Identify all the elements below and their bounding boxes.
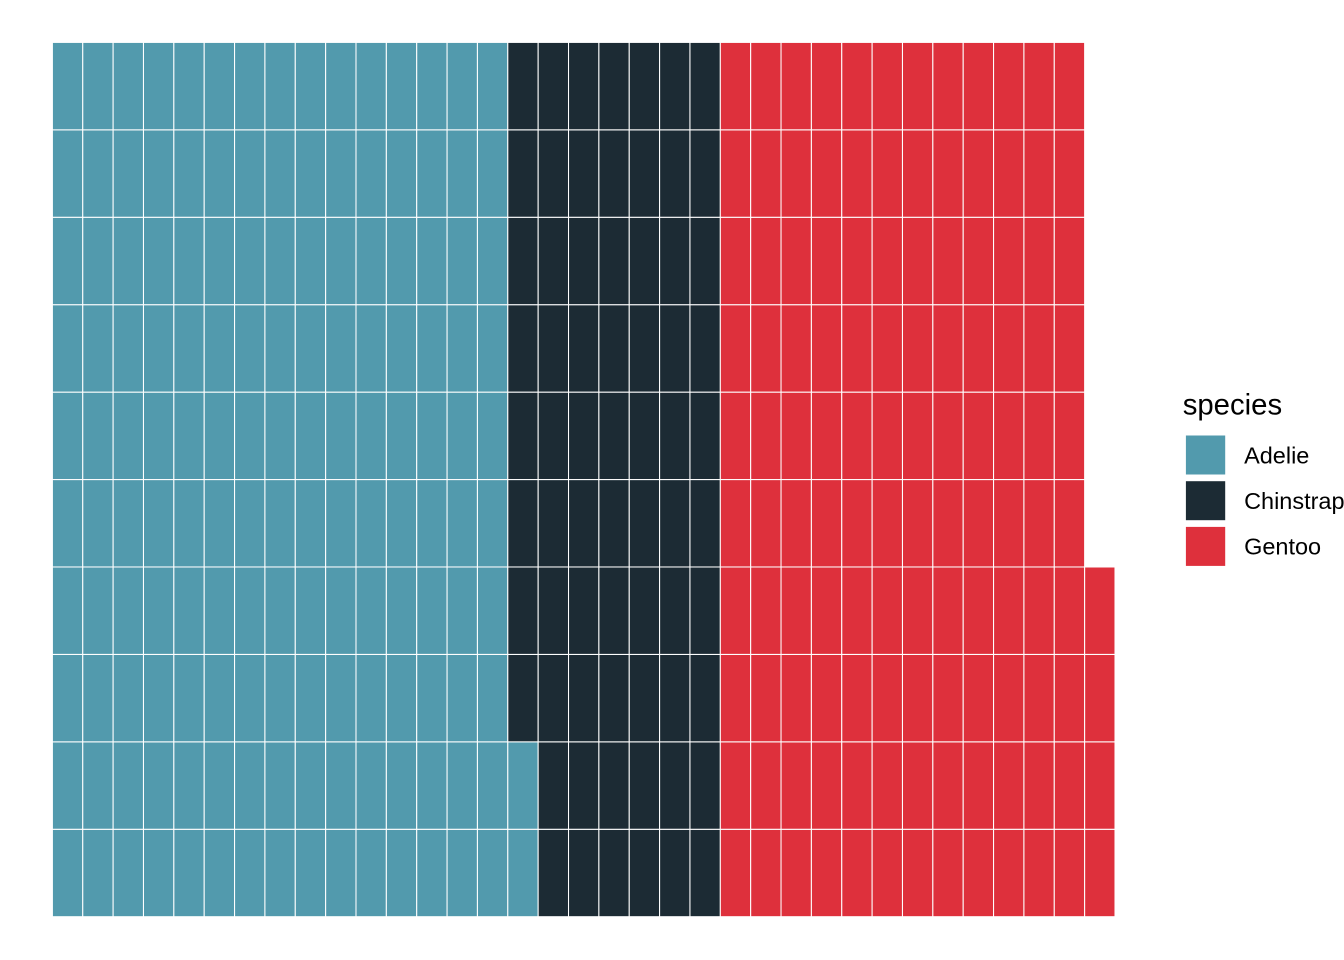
svg-text:Chinstrap: Chinstrap: [1244, 488, 1344, 514]
svg-text:species: species: [1183, 389, 1282, 422]
svg-text:Gentoo: Gentoo: [1244, 534, 1321, 560]
svg-text:Adelie: Adelie: [1244, 442, 1309, 468]
